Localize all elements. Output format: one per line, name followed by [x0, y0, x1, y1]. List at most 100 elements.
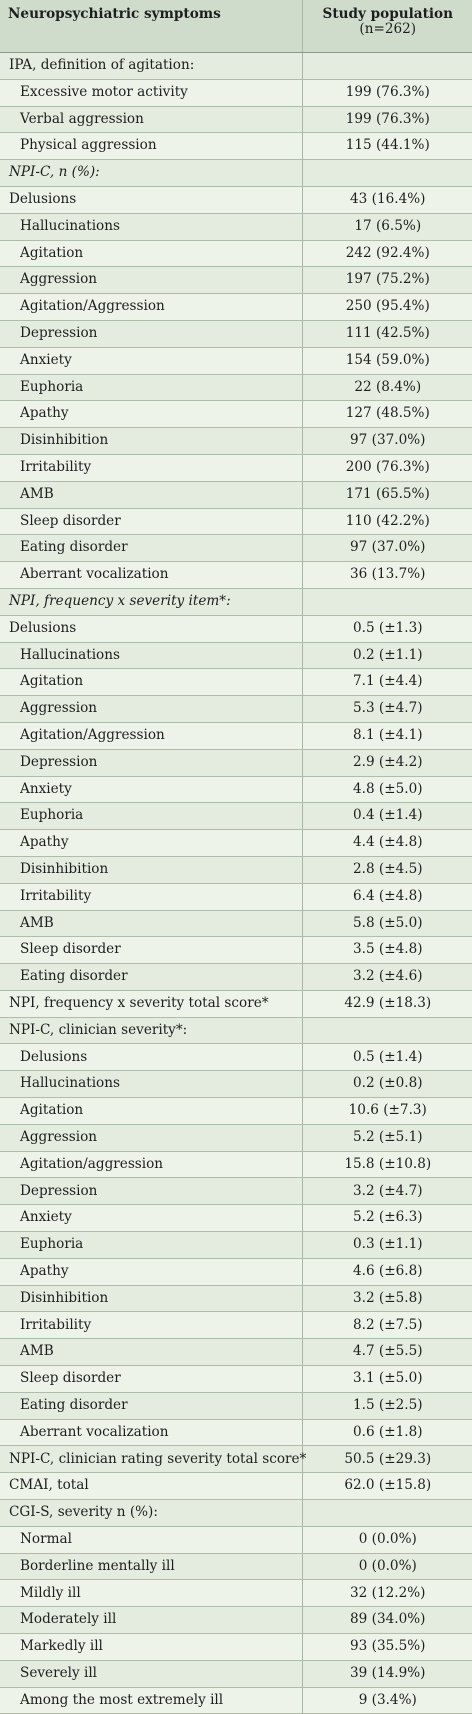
table-row: CMAI, total 62.0 (±15.8): [0, 1472, 472, 1501]
symptom-label: AMB: [0, 910, 303, 938]
symptom-value: 0.5 (±1.3): [302, 615, 472, 643]
table-row: Apathy 4.6 (±6.8): [0, 1258, 472, 1286]
symptom-label: Depression: [0, 1177, 303, 1206]
symptom-label: CMAI, total: [0, 1472, 303, 1501]
section-label: NPI-C, clinician severity*:: [0, 1017, 303, 1045]
table-row: Apathy 4.4 (±4.8): [0, 829, 472, 857]
symptom-value: 3.2 (±5.8): [302, 1285, 472, 1313]
table-row: Sleep disorder 3.5 (±4.8): [0, 936, 472, 965]
symptom-value: 0.3 (±1.1): [302, 1231, 472, 1259]
symptom-value: 250 (95.4%): [302, 293, 472, 321]
symptom-label: Verbal aggression: [0, 106, 303, 134]
symptom-label: Sleep disorder: [0, 936, 303, 965]
table-row: Eating disorder 3.2 (±4.6): [0, 963, 472, 991]
symptom-label: Apathy: [0, 400, 303, 429]
symptom-value: 2.9 (±4.2): [302, 749, 472, 777]
table-row: Irritability 8.2 (±7.5): [0, 1311, 472, 1340]
table-row: Agitation/Aggression 250 (95.4%): [0, 293, 472, 321]
symptom-value: 50.5 (±29.3): [302, 1445, 472, 1474]
symptom-label: Disinhibition: [0, 427, 303, 455]
table-row: Agitation 7.1 (±4.4): [0, 668, 472, 697]
symptom-value: 197 (75.2%): [302, 266, 472, 295]
symptom-value: [302, 52, 472, 80]
table-row: Disinhibition 97 (37.0%): [0, 427, 472, 455]
table-row: Sleep disorder 110 (42.2%): [0, 508, 472, 536]
symptom-value: 115 (44.1%): [302, 132, 472, 161]
table-row: Depression 111 (42.5%): [0, 320, 472, 348]
symptom-label: Anxiety: [0, 347, 303, 375]
symptom-label: Anxiety: [0, 776, 303, 804]
symptom-value: 97 (37.0%): [302, 427, 472, 455]
table-row: Depression 2.9 (±4.2): [0, 749, 472, 777]
symptom-label: Severely ill: [0, 1660, 303, 1688]
section-label: NPI-C, n (%):: [0, 159, 303, 187]
symptom-label: Depression: [0, 320, 303, 348]
symptom-label: Eating disorder: [0, 963, 303, 991]
table-row: IPA, definition of agitation:: [0, 52, 472, 80]
symptom-label: Excessive motor activity: [0, 79, 303, 107]
symptom-value: 127 (48.5%): [302, 400, 472, 429]
table-row: Hallucinations 0.2 (±0.8): [0, 1070, 472, 1099]
symptom-value: 0.2 (±1.1): [302, 642, 472, 670]
symptom-label: Agitation: [0, 1097, 303, 1125]
symptom-label: Euphoria: [0, 1231, 303, 1259]
symptom-label: Aberrant vocalization: [0, 1419, 303, 1447]
symptom-value: 36 (13.7%): [302, 561, 472, 589]
symptom-label: Irritability: [0, 454, 303, 482]
symptom-label: Eating disorder: [0, 534, 303, 563]
table-row: Euphoria 0.3 (±1.1): [0, 1231, 472, 1259]
symptom-value: 8.2 (±7.5): [302, 1311, 472, 1340]
symptom-label: Depression: [0, 749, 303, 777]
table-body: IPA, definition of agitation: Excessive m…: [0, 52, 472, 1714]
symptom-label: Anxiety: [0, 1204, 303, 1233]
symptom-value: 5.8 (±5.0): [302, 910, 472, 938]
table-row: Hallucinations 0.2 (±1.1): [0, 642, 472, 670]
symptom-value: 4.6 (±6.8): [302, 1258, 472, 1286]
table-row: NPI-C, clinician rating severity total s…: [0, 1445, 472, 1474]
table-row: Eating disorder 1.5 (±2.5): [0, 1392, 472, 1420]
table-row: Aberrant vocalization 36 (13.7%): [0, 561, 472, 589]
table-row: Irritability 200 (76.3%): [0, 454, 472, 482]
symptom-label: Sleep disorder: [0, 1365, 303, 1393]
table-row: Verbal aggression 199 (76.3%): [0, 106, 472, 134]
table-row: NPI-C, n (%):: [0, 159, 472, 187]
table-row: AMB 4.7 (±5.5): [0, 1338, 472, 1367]
symptom-value: 242 (92.4%): [302, 240, 472, 268]
symptom-label: Mildly ill: [0, 1579, 303, 1608]
header-row: Neuropsychiatric symptoms Study populati…: [0, 0, 472, 53]
table-row: Agitation 242 (92.4%): [0, 240, 472, 268]
symptom-value: 199 (76.3%): [302, 79, 472, 107]
symptom-label: Disinhibition: [0, 1285, 303, 1313]
symptom-value: 3.2 (±4.7): [302, 1177, 472, 1206]
symptom-label: Normal: [0, 1526, 303, 1554]
symptom-value: [302, 159, 472, 187]
symptom-value: 199 (76.3%): [302, 106, 472, 134]
table-row: Agitation/Aggression 8.1 (±4.1): [0, 722, 472, 750]
table-row: Severely ill 39 (14.9%): [0, 1660, 472, 1688]
symptom-value: 42.9 (±18.3): [302, 990, 472, 1018]
symptom-value: 97 (37.0%): [302, 534, 472, 563]
symptom-value: 62.0 (±15.8): [302, 1472, 472, 1501]
symptom-value: 43 (16.4%): [302, 186, 472, 214]
symptom-value: 3.5 (±4.8): [302, 936, 472, 965]
symptom-label: Markedly ill: [0, 1633, 303, 1661]
header-sample-size: (n=262): [359, 21, 417, 37]
symptom-label: Apathy: [0, 1258, 303, 1286]
section-label: CGI-S, severity n (%):: [0, 1499, 303, 1527]
symptom-value: 9 (3.4%): [302, 1687, 472, 1714]
symptom-value: 10.6 (±7.3): [302, 1097, 472, 1125]
symptom-value: 7.1 (±4.4): [302, 668, 472, 697]
symptom-label: Delusions: [0, 186, 303, 214]
table-row: AMB 5.8 (±5.0): [0, 910, 472, 938]
table-row: Euphoria 0.4 (±1.4): [0, 802, 472, 831]
table-row: Apathy 127 (48.5%): [0, 400, 472, 429]
symptom-label: Agitation/Aggression: [0, 722, 303, 750]
symptom-label: Agitation/aggression: [0, 1151, 303, 1179]
header-symptoms: Neuropsychiatric symptoms: [0, 0, 303, 53]
table-row: Irritability 6.4 (±4.8): [0, 883, 472, 911]
symptom-value: [302, 1017, 472, 1045]
symptom-value: 0 (0.0%): [302, 1526, 472, 1554]
table-row: Borderline mentally ill 0 (0.0%): [0, 1553, 472, 1581]
section-label: IPA, definition of agitation:: [0, 52, 303, 80]
